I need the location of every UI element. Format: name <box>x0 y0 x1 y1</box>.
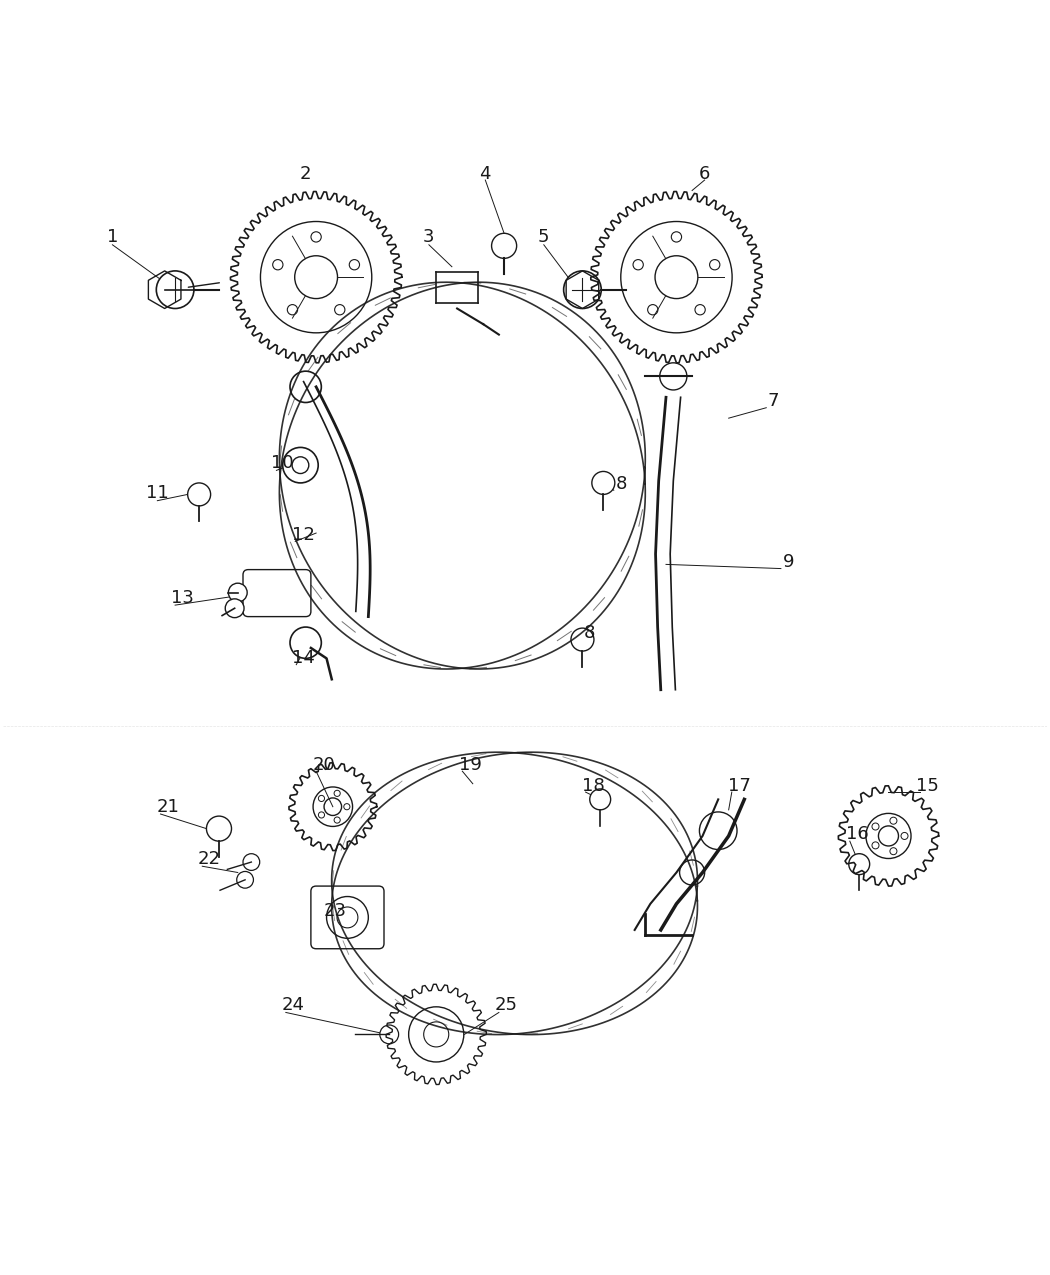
Text: 4: 4 <box>480 164 491 182</box>
Circle shape <box>699 812 737 849</box>
Circle shape <box>564 270 602 309</box>
Text: 13: 13 <box>171 589 194 607</box>
Text: 25: 25 <box>495 996 518 1014</box>
Circle shape <box>226 599 244 617</box>
Text: 22: 22 <box>198 850 222 868</box>
Circle shape <box>592 472 615 495</box>
Circle shape <box>229 583 247 602</box>
FancyBboxPatch shape <box>243 570 311 617</box>
Text: 3: 3 <box>423 228 435 246</box>
Text: 11: 11 <box>146 484 169 502</box>
Text: 12: 12 <box>292 527 315 544</box>
Text: 21: 21 <box>156 798 180 816</box>
Circle shape <box>491 233 517 259</box>
Circle shape <box>282 448 318 483</box>
Circle shape <box>380 1025 399 1044</box>
FancyBboxPatch shape <box>311 886 384 949</box>
Text: 17: 17 <box>728 776 751 794</box>
Text: 15: 15 <box>916 776 939 794</box>
Text: 14: 14 <box>292 649 315 667</box>
Text: 18: 18 <box>582 776 604 794</box>
Circle shape <box>590 789 611 810</box>
Circle shape <box>292 456 309 473</box>
Text: 16: 16 <box>845 825 868 843</box>
Circle shape <box>243 854 259 871</box>
Text: 19: 19 <box>459 756 482 774</box>
Text: 23: 23 <box>323 903 346 921</box>
Circle shape <box>290 627 321 658</box>
Circle shape <box>848 854 869 875</box>
Text: 9: 9 <box>782 553 794 571</box>
Circle shape <box>188 483 211 506</box>
Circle shape <box>290 371 321 403</box>
Text: 10: 10 <box>271 454 294 472</box>
Text: 6: 6 <box>699 164 711 182</box>
Circle shape <box>679 859 705 885</box>
Circle shape <box>156 270 194 309</box>
Circle shape <box>571 629 594 652</box>
Circle shape <box>659 363 687 390</box>
Text: 20: 20 <box>313 756 336 774</box>
Text: 7: 7 <box>768 393 779 411</box>
Circle shape <box>236 871 253 889</box>
Text: 8: 8 <box>615 476 627 493</box>
Circle shape <box>207 816 231 842</box>
Text: 24: 24 <box>281 996 304 1014</box>
Text: 5: 5 <box>538 228 549 246</box>
Text: 2: 2 <box>300 164 312 182</box>
Text: 8: 8 <box>584 625 595 643</box>
Text: 1: 1 <box>107 228 119 246</box>
